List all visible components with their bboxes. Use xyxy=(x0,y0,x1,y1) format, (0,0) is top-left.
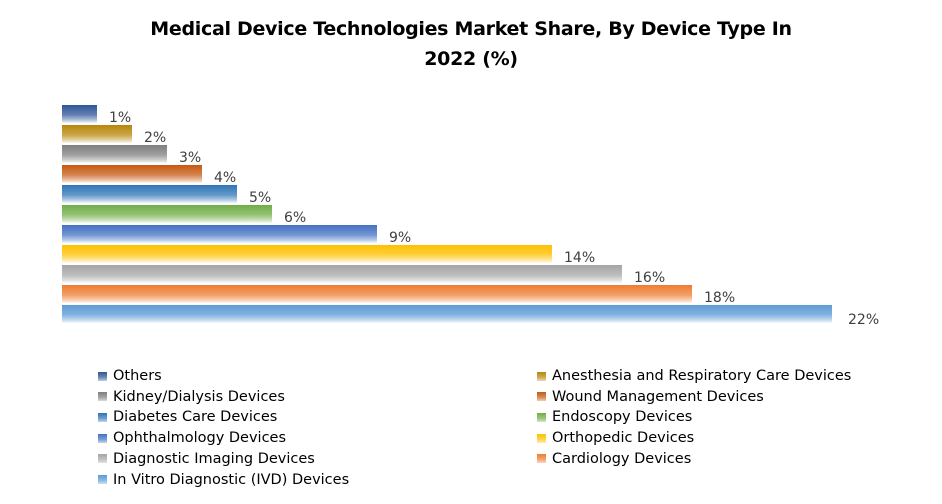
bar-endoscopy-devices xyxy=(62,205,272,223)
bar-kidney-dialysis-devices xyxy=(62,145,167,163)
bar-orthopedic-devices xyxy=(62,245,552,263)
bar-diabetes-care-devices xyxy=(62,185,237,203)
bar-ophthalmology-devices xyxy=(62,225,377,243)
data-label: 18% xyxy=(704,290,735,306)
bar-diagnostic-imaging-devices xyxy=(62,265,622,283)
bar-wound-management-devices xyxy=(62,165,202,183)
data-label: 6% xyxy=(284,210,306,226)
chart-title: Medical Device Technologies Market Share… xyxy=(0,14,942,74)
chart-title-line-1: Medical Device Technologies Market Share… xyxy=(150,18,792,40)
bar-cardiology-devices xyxy=(62,285,692,303)
bar-anesthesia-and-respiratory-care-devices xyxy=(62,125,132,143)
data-label: 4% xyxy=(214,170,236,186)
data-labels-group: 1% 2% 3% 4% 5% 6% 9% 14% 16% 18% 22% xyxy=(109,110,879,328)
data-label: 22% xyxy=(848,312,879,328)
bar-others xyxy=(62,105,97,123)
data-label: 14% xyxy=(564,250,595,266)
data-label: 5% xyxy=(249,190,271,206)
data-label: 9% xyxy=(389,230,411,246)
data-label: 1% xyxy=(109,110,131,126)
data-label: 3% xyxy=(179,150,201,166)
bars-group xyxy=(62,105,832,323)
chart-title-line-2: 2022 (%) xyxy=(424,48,518,70)
data-label: 2% xyxy=(144,130,166,146)
bar-in-vitro-diagnostic-ivd-devices xyxy=(62,305,832,323)
data-label: 16% xyxy=(634,270,665,286)
